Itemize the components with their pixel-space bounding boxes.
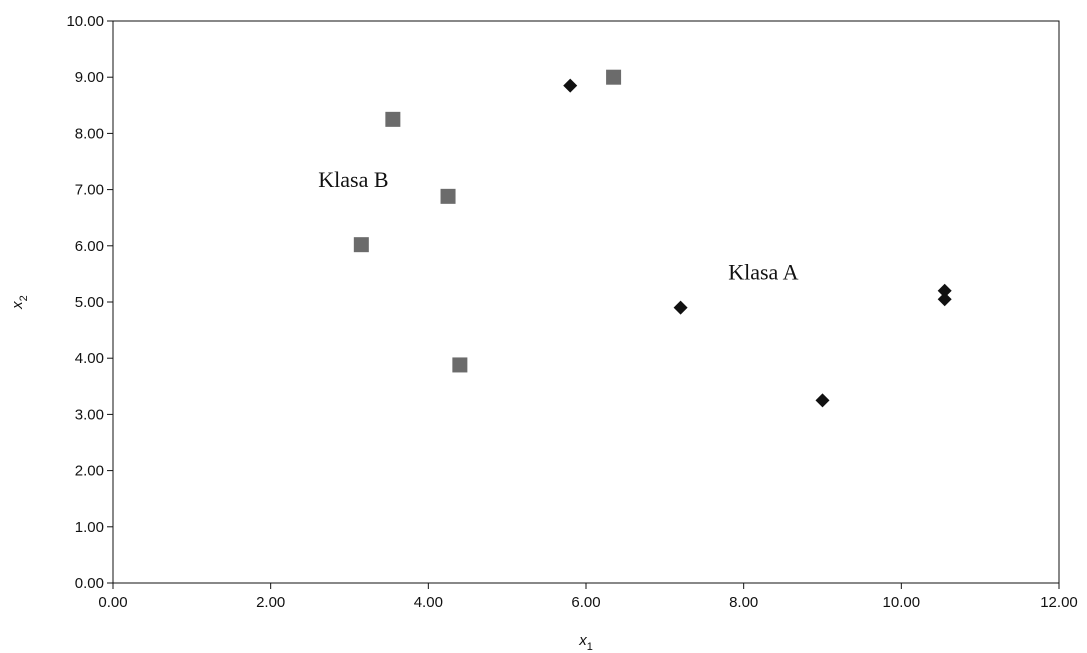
y-axis-label-subscript: 2 [18,295,30,301]
x-axis-label-main: x [578,632,587,649]
y-tick-label: 10.00 [66,13,104,30]
point-klasa-b [452,357,468,373]
y-tick-label: 1.00 [75,519,104,536]
y-axis: 0.00 1.00 2.00 3.00 4.00 5.00 6.00 7.00 8.00 9.00… [66,13,113,592]
y-tick-label: 0.00 [75,575,104,592]
y-tick-label: 3.00 [75,406,104,423]
x-tick-label: 10.00 [883,594,921,611]
x-tick-label: 6.00 [571,594,600,611]
point-klasa-b [606,69,622,85]
y-tick-label: 9.00 [75,69,104,86]
point-klasa-a [563,78,578,93]
point-klasa-a [815,393,830,408]
plot-frame [112,20,1060,584]
y-tick-label: 5.00 [75,294,104,311]
x-tick-label: 0.00 [98,594,127,611]
y-tick-label: 4.00 [75,350,104,367]
x-axis: 0.00 2.00 4.00 6.00 8.00 10.00 12.00 [98,583,1078,611]
annotation-label: Klasa A [728,260,798,285]
y-tick-label: 8.00 [75,125,104,142]
point-klasa-a [673,300,688,315]
annotation-label: Klasa B [318,167,388,192]
annotations: Klasa B Klasa A [318,167,798,285]
x-tick-label: 12.00 [1040,594,1078,611]
y-tick-label: 6.00 [75,238,104,255]
point-klasa-a [937,283,952,298]
y-axis-label-main: x [9,301,26,310]
x-axis-label: x1 [578,632,593,653]
x-tick-label: 4.00 [414,594,443,611]
x-axis-label-subscript: 1 [587,641,593,653]
plot-area [112,20,1060,584]
data-points [353,69,952,408]
y-axis-label: x2 [9,295,30,310]
point-klasa-b [353,237,369,253]
x-tick-label: 8.00 [729,594,758,611]
point-klasa-a [937,292,952,307]
y-tick-label: 7.00 [75,182,104,199]
point-klasa-b [440,188,456,204]
y-tick-label: 2.00 [75,463,104,480]
x-tick-label: 2.00 [256,594,285,611]
point-klasa-b [385,111,401,127]
